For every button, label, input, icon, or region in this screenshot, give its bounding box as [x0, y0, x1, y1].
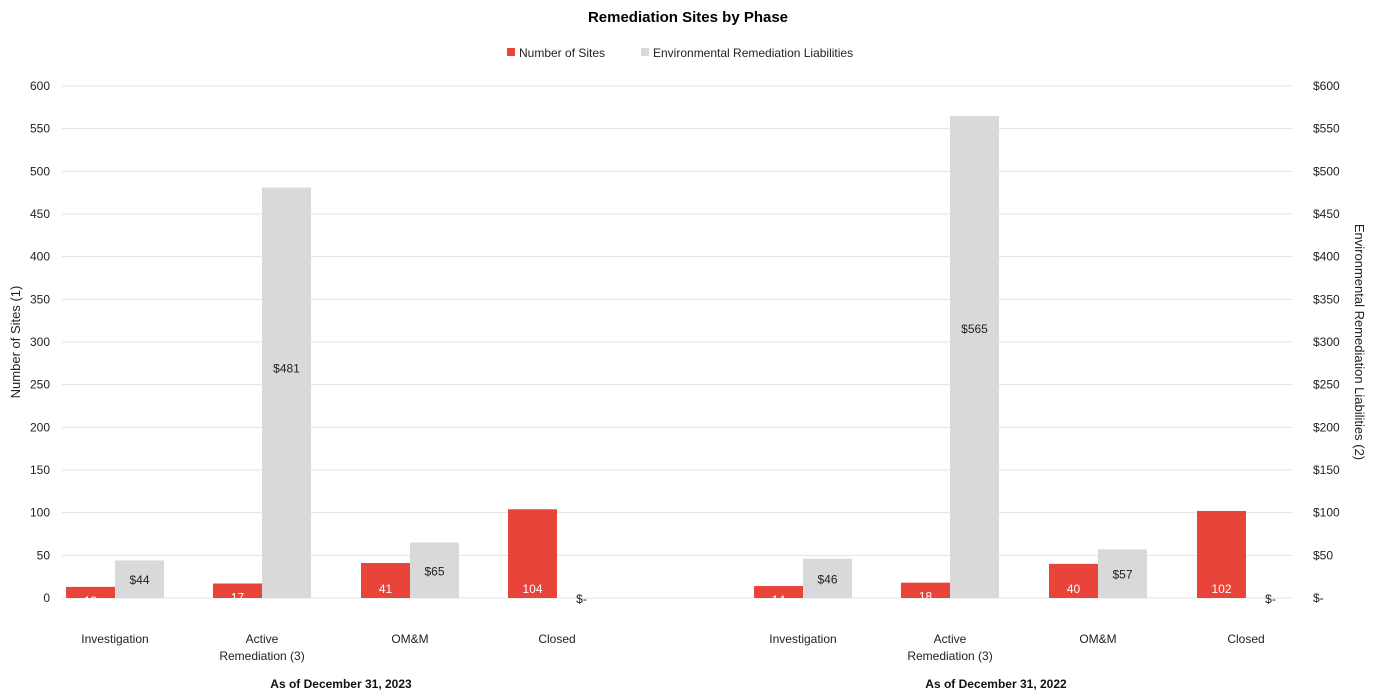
data-label-number-of-sites: 17 — [231, 590, 245, 604]
left-tick-label: 450 — [30, 207, 50, 221]
category-label: Closed — [1227, 632, 1264, 646]
left-axis-label: Number of Sites (1) — [8, 286, 23, 399]
right-tick-label: $550 — [1313, 122, 1340, 136]
category-label: OM&M — [391, 632, 428, 646]
bar-environmental-remediation-liabilities — [950, 115, 999, 598]
left-tick-label: 350 — [30, 292, 50, 306]
category-label: Active — [934, 632, 967, 646]
left-tick-label: 0 — [43, 591, 50, 605]
right-tick-label: $50 — [1313, 548, 1333, 562]
legend: Number of Sites Environmental Remediatio… — [507, 46, 853, 60]
group-labels: As of December 31, 2023 As of December 31… — [270, 677, 1067, 691]
category-labels: Investigation Active Remediation (3) OM&M Cl… — [81, 632, 1264, 663]
bar-number-of-sites — [901, 582, 950, 598]
left-tick-label: 500 — [30, 164, 50, 178]
right-tick-label: $600 — [1313, 79, 1340, 93]
data-label-number-of-sites: 14 — [772, 593, 786, 607]
right-tick-label: $350 — [1313, 292, 1340, 306]
data-label-environmental-remediation-liabilities: $481 — [273, 361, 300, 375]
left-tick-label: 200 — [30, 420, 50, 434]
category-label: Active — [246, 632, 279, 646]
bar-number-of-sites — [213, 583, 262, 598]
bar-environmental-remediation-liabilities — [262, 187, 311, 598]
right-tick-label: $450 — [1313, 207, 1340, 221]
data-label-environmental-remediation-liabilities: $57 — [1112, 568, 1132, 582]
right-axis-label: Environmental Remediation Liabilities (2… — [1352, 224, 1367, 460]
left-tick-label: 300 — [30, 335, 50, 349]
data-label-number-of-sites: 13 — [84, 594, 98, 608]
left-tick-label: 550 — [30, 122, 50, 136]
data-label-environmental-remediation-liabilities: $46 — [817, 572, 837, 586]
category-label: Investigation — [769, 632, 836, 646]
bar-number-of-sites — [1049, 563, 1098, 598]
right-tick-label: $- — [1313, 591, 1324, 605]
category-label: Closed — [538, 632, 575, 646]
legend-label-sites: Number of Sites — [519, 46, 605, 60]
gridlines — [62, 85, 1293, 599]
category-label: OM&M — [1079, 632, 1116, 646]
left-tick-label: 400 — [30, 250, 50, 264]
right-tick-label: $400 — [1313, 250, 1340, 264]
data-label-environmental-remediation-liabilities: $- — [576, 592, 587, 606]
bar-number-of-sites — [66, 586, 115, 598]
bars — [66, 115, 1246, 598]
data-label-number-of-sites: 41 — [379, 582, 393, 596]
right-axis-ticks: $- $50 $100 $150 $200 $250 $300 $350 $400 $450 $50… — [1313, 79, 1340, 605]
bar-environmental-remediation-liabilities — [1098, 549, 1147, 598]
right-tick-label: $250 — [1313, 378, 1340, 392]
bar-number-of-sites — [508, 509, 557, 598]
data-label-number-of-sites: 104 — [522, 582, 542, 596]
data-label-environmental-remediation-liabilities: $65 — [424, 564, 444, 578]
legend-label-liabilities: Environmental Remediation Liabilities — [653, 46, 853, 60]
legend-swatch-liabilities — [641, 48, 649, 56]
right-tick-label: $500 — [1313, 164, 1340, 178]
chart-title: Remediation Sites by Phase — [588, 9, 788, 26]
category-label: Remediation (3) — [219, 649, 304, 663]
legend-swatch-sites — [507, 48, 515, 56]
right-tick-label: $150 — [1313, 463, 1340, 477]
data-label-environmental-remediation-liabilities: $565 — [961, 322, 988, 336]
bar-environmental-remediation-liabilities — [115, 560, 164, 598]
bar-environmental-remediation-liabilities — [410, 542, 459, 598]
group-label: As of December 31, 2023 — [270, 677, 412, 691]
category-label: Investigation — [81, 632, 148, 646]
left-tick-label: 600 — [30, 79, 50, 93]
bar-number-of-sites — [754, 586, 803, 598]
bar-number-of-sites — [1197, 510, 1246, 598]
data-label-number-of-sites: 18 — [919, 590, 933, 604]
left-tick-label: 100 — [30, 506, 50, 520]
left-tick-label: 50 — [37, 548, 51, 562]
left-tick-label: 150 — [30, 463, 50, 477]
data-label-number-of-sites: 40 — [1067, 582, 1081, 596]
data-label-number-of-sites: 102 — [1211, 582, 1231, 596]
bar-number-of-sites — [361, 563, 410, 598]
right-tick-label: $100 — [1313, 506, 1340, 520]
right-tick-label: $300 — [1313, 335, 1340, 349]
category-label: Remediation (3) — [907, 649, 992, 663]
left-tick-label: 250 — [30, 378, 50, 392]
right-tick-label: $200 — [1313, 420, 1340, 434]
data-label-environmental-remediation-liabilities: $44 — [129, 573, 149, 587]
left-axis-ticks: 0 50 100 150 200 250 300 350 400 450 500 550 600 — [30, 79, 50, 605]
bar-environmental-remediation-liabilities — [803, 558, 852, 598]
group-label: As of December 31, 2022 — [925, 677, 1067, 691]
bar-labels: 13 $44 17 $481 41 $65 104 $- 14 $46 18 $565 40 $57 102… — [84, 322, 1276, 608]
data-label-environmental-remediation-liabilities: $- — [1265, 592, 1276, 606]
